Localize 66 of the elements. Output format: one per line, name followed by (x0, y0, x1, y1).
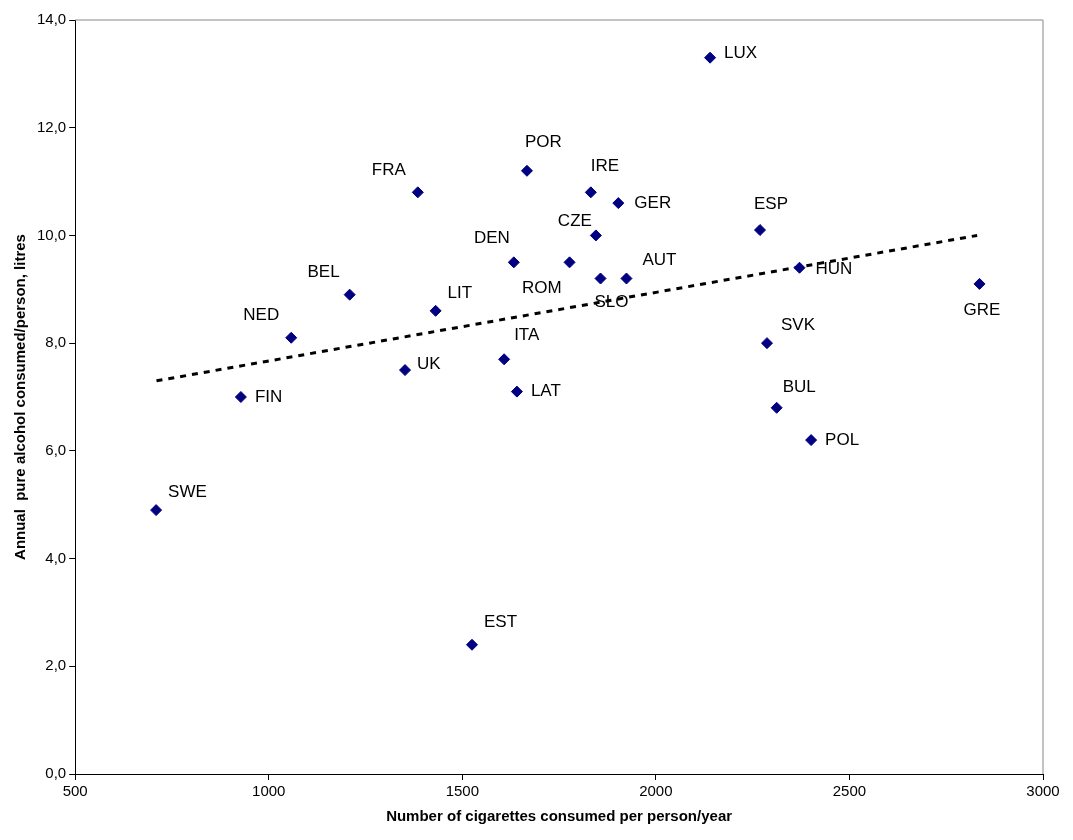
annotation: FIN (254, 386, 283, 406)
annotation: IRE (590, 156, 620, 176)
point (520, 164, 533, 177)
point (793, 261, 806, 274)
x-tick-label: 2500 (832, 782, 867, 800)
annotation: POR (524, 132, 562, 152)
point (411, 186, 424, 199)
y-axis-title: Annual pure alcohol consumed/person, litres (11, 234, 29, 560)
annotation: GER (634, 192, 672, 212)
annotation: FRA (371, 160, 407, 180)
y-tick-label: 14,0 (36, 10, 67, 28)
annotation: DEN (473, 228, 510, 248)
annotation: LAT (530, 381, 561, 401)
point (510, 385, 523, 398)
x-axis-title: Number of cigarettes consumed per person/year (386, 807, 733, 825)
point (805, 434, 818, 447)
x-tick-label: 1000 (252, 782, 286, 800)
annotation: LIT (447, 282, 473, 302)
annotation: POL (825, 429, 860, 449)
x-tick-label: 1500 (445, 782, 479, 800)
annotation: SVK (780, 314, 816, 334)
point (704, 51, 717, 64)
point (150, 504, 163, 517)
point (285, 331, 298, 344)
point (760, 337, 773, 350)
point (234, 391, 247, 403)
point (498, 353, 511, 366)
annotation: ROM (521, 278, 562, 298)
annotation: EST (483, 612, 518, 632)
y-tick-label: 6,0 (45, 441, 67, 458)
point (343, 288, 356, 301)
annotation: CZE (557, 211, 592, 231)
annotation: BUL (782, 377, 816, 397)
point (594, 272, 607, 285)
point (754, 224, 767, 237)
point (770, 401, 783, 414)
point (584, 186, 597, 199)
x-tick-label: 500 (62, 782, 88, 800)
point (612, 197, 625, 210)
y-tick-label: 4,0 (45, 548, 67, 566)
point (399, 364, 412, 377)
y-tick-label: 0,0 (45, 764, 67, 782)
annotation: NED (243, 305, 280, 325)
annotation: ITA (514, 324, 540, 344)
annotation: BEL (307, 262, 340, 282)
y-tick-label: 12,0 (36, 117, 67, 135)
annotation: ESP (754, 193, 789, 213)
annotation: SWE (168, 481, 207, 501)
annotation: LUX (724, 43, 758, 63)
point (973, 277, 986, 290)
point (507, 256, 520, 269)
y-tick-label: 2,0 (45, 656, 67, 674)
x-tick-label: 2000 (639, 782, 673, 800)
x-tick-label: 3000 (1026, 782, 1060, 800)
annotation: SLO (594, 292, 629, 312)
point (466, 638, 478, 651)
point (563, 256, 576, 269)
point (620, 272, 633, 285)
point (429, 304, 442, 317)
y-tick-label: 8,0 (45, 333, 67, 351)
point (589, 229, 602, 242)
annotation: UK (417, 353, 442, 373)
annotation: GRE (963, 299, 1001, 319)
annotation: AUT (642, 250, 677, 270)
y-tick-label: 10,0 (36, 225, 67, 243)
annotation: HUN (815, 259, 853, 279)
